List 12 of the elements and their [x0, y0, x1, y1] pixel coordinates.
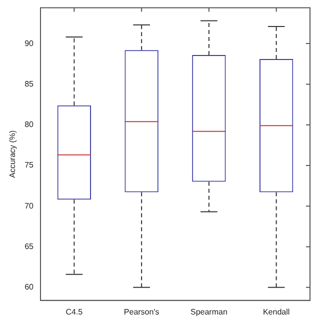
y-tick-label: 65 — [24, 242, 34, 251]
x-tick-label: Pearson's — [124, 307, 160, 316]
y-tick-label: 90 — [24, 38, 34, 48]
y-tick-label: 80 — [24, 120, 34, 130]
x-tick-label: Spearman — [190, 307, 228, 316]
x-tick-label: Kendall — [262, 307, 290, 316]
x-tick-label: C4.5 — [66, 307, 84, 316]
y-tick-label: 70 — [24, 201, 34, 210]
y-tick-label: 85 — [24, 79, 34, 88]
y-axis-title: Accuracy (%) — [8, 130, 18, 178]
y-tick-label: 60 — [24, 282, 34, 292]
y-tick-label: 75 — [24, 160, 34, 170]
